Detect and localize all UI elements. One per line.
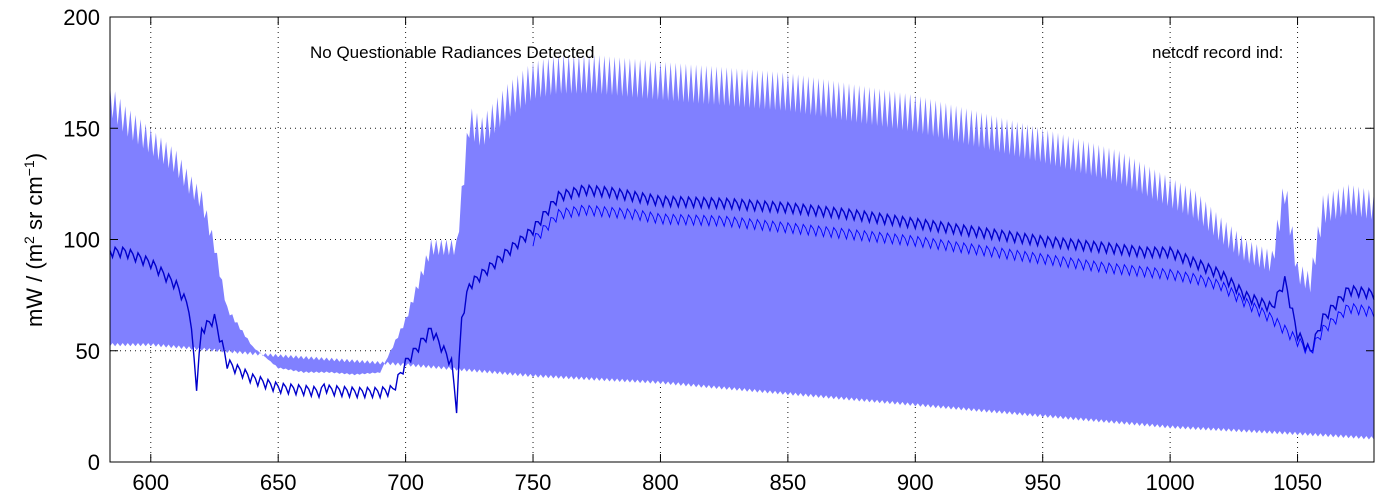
y-tick-label: 50 bbox=[76, 339, 100, 364]
series-line bbox=[109, 183, 1375, 414]
y-tick-label: 0 bbox=[88, 450, 100, 475]
tick-label-layer: 600 650 700 750 800 850 900 950 1000 1050 0 50 100 15… bbox=[63, 5, 1322, 495]
x-tick-label: 650 bbox=[260, 470, 297, 495]
y-tick-label: 100 bbox=[63, 228, 100, 253]
x-tick-label: 1000 bbox=[1146, 470, 1195, 495]
ylabel-end: ) bbox=[22, 153, 47, 160]
x-tick-label: 800 bbox=[642, 470, 679, 495]
band-area bbox=[110, 54, 1374, 440]
ylabel-sup2: −1 bbox=[21, 160, 37, 176]
x-tick-label: 900 bbox=[897, 470, 934, 495]
series-line bbox=[532, 204, 1375, 355]
y-axis-label: mW / (m2 sr cm−1) bbox=[21, 153, 47, 327]
y-tick-label: 150 bbox=[63, 116, 100, 141]
x-tick-label: 750 bbox=[515, 470, 552, 495]
x-tick-label: 1050 bbox=[1273, 470, 1322, 495]
annotation-record-index: netcdf record ind: bbox=[1152, 43, 1283, 62]
ylabel-mid: sr cm bbox=[22, 176, 47, 236]
y-tick-label: 200 bbox=[63, 5, 100, 30]
x-tick-label: 950 bbox=[1024, 470, 1061, 495]
x-tick-label: 850 bbox=[770, 470, 807, 495]
ylabel-main: mW / (m bbox=[22, 244, 47, 327]
tick-layer bbox=[110, 16, 1374, 463]
ylabel-sup1: 2 bbox=[21, 236, 37, 244]
x-tick-label: 600 bbox=[132, 470, 169, 495]
annotation-questionable: No Questionable Radiances Detected bbox=[310, 43, 594, 62]
x-tick-label: 700 bbox=[387, 470, 424, 495]
radiance-lines bbox=[109, 183, 1375, 414]
radiance-band bbox=[110, 54, 1374, 440]
